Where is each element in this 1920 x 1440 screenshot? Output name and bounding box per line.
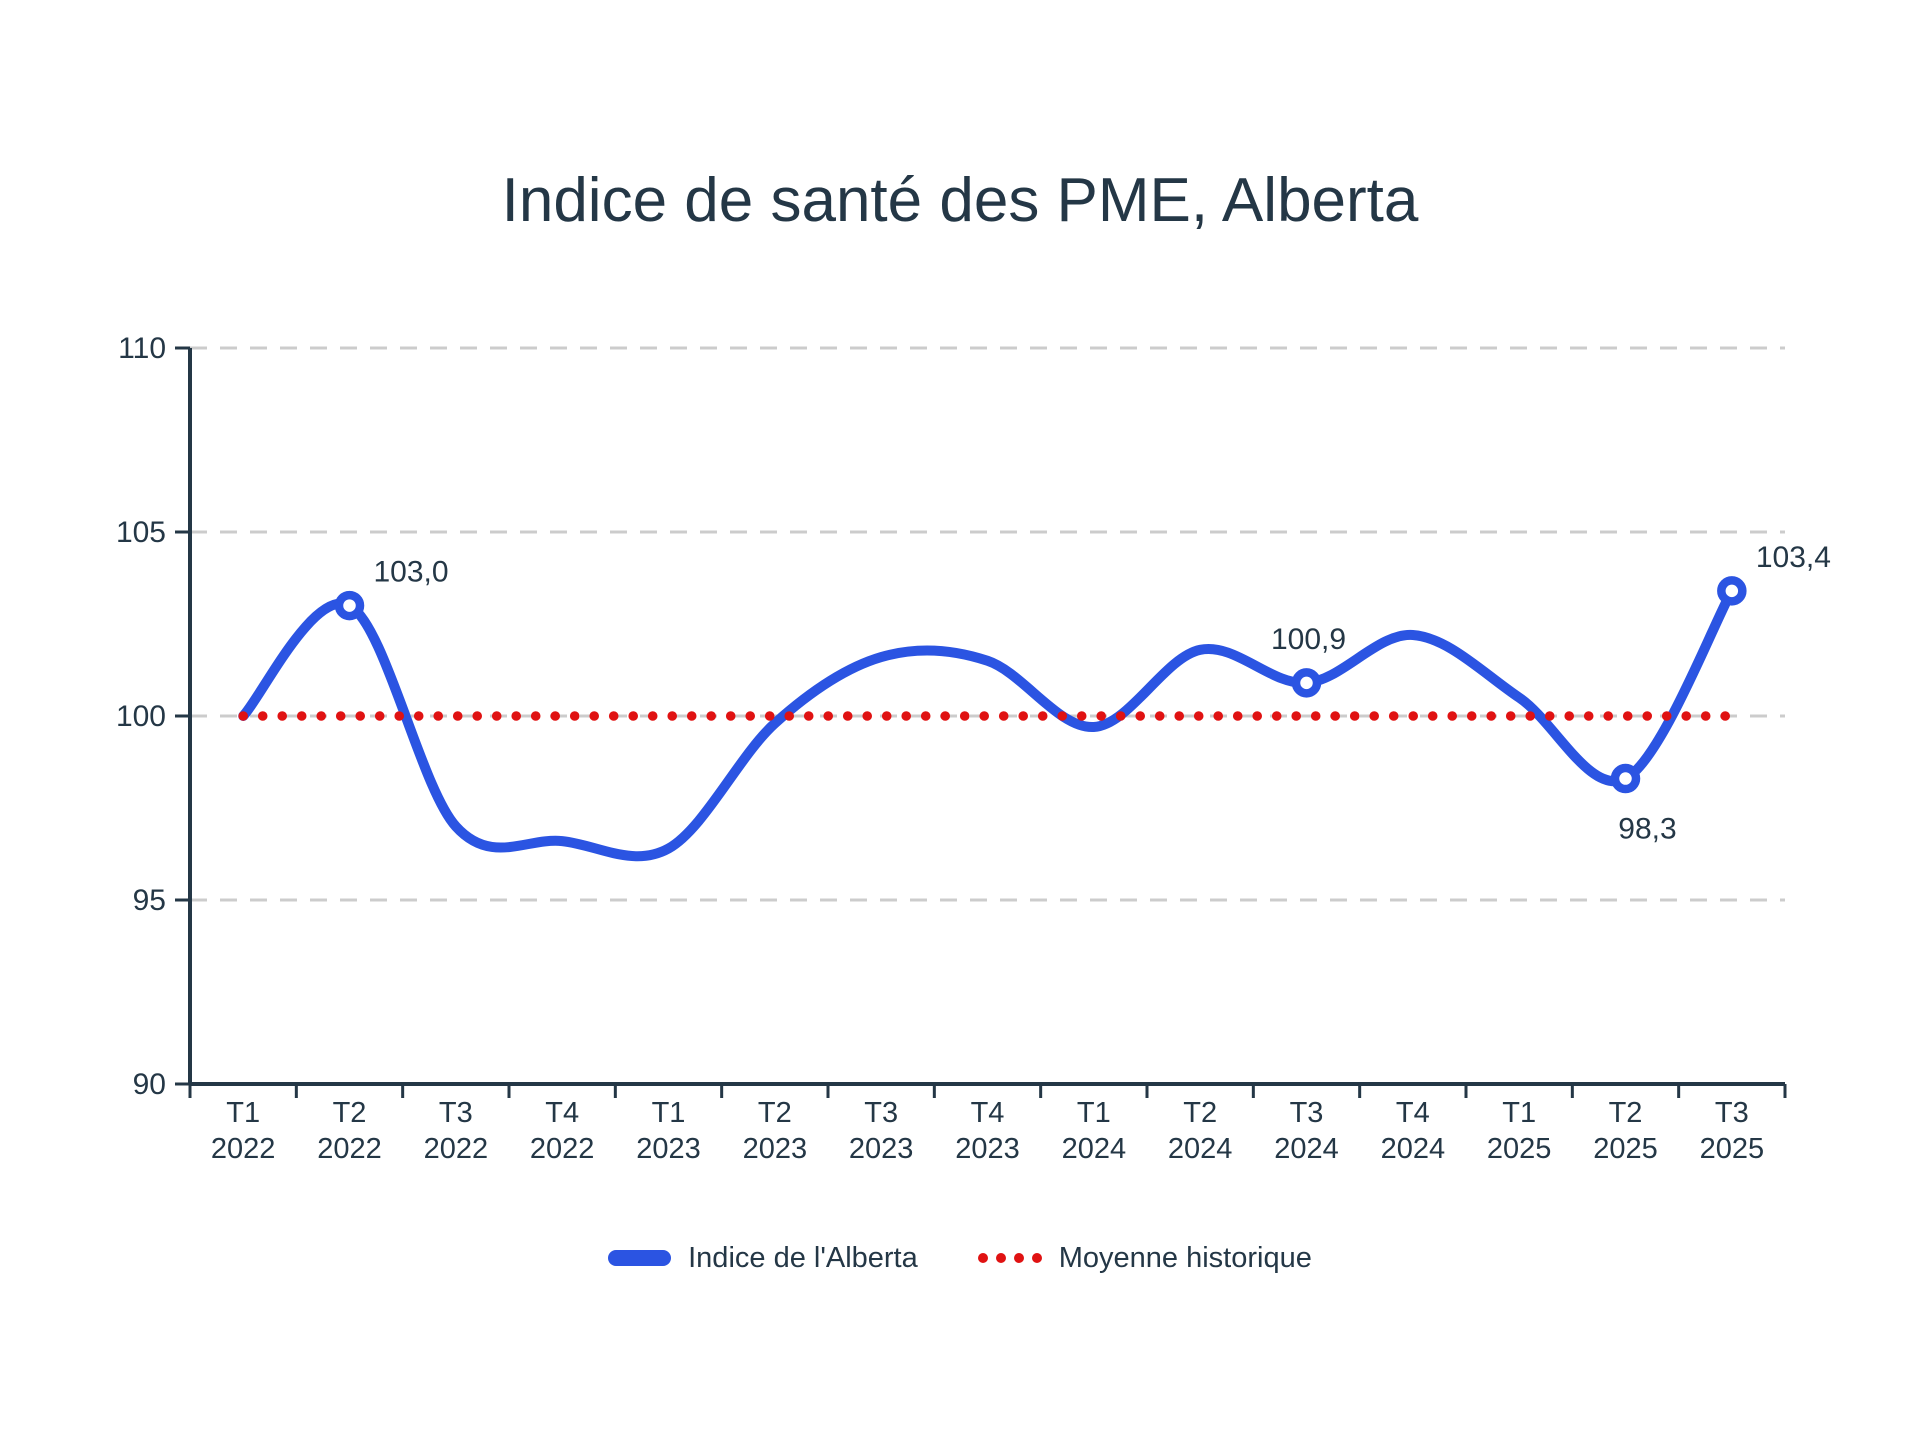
red-dots-swatch xyxy=(977,1253,1042,1263)
blue-line-swatch xyxy=(608,1250,672,1266)
y-tick-label: 105 xyxy=(116,516,166,549)
legend: Indice de l'Alberta Moyenne historique xyxy=(0,1236,1920,1280)
line-chart-plot-area: 90 95 100 105 110 T1 2022 T2 2022 T3 2022 T4 2022 T1 2… xyxy=(116,332,1831,1165)
x-tick-label: T3 2023 xyxy=(849,1097,914,1165)
x-tick-label: T3 2022 xyxy=(424,1097,489,1165)
data-point-marker xyxy=(1291,668,1322,698)
data-label: 103,0 xyxy=(374,556,449,589)
data-point-marker xyxy=(334,590,365,621)
data-label: 98,3 xyxy=(1618,813,1676,846)
x-tick-label: T4 2022 xyxy=(530,1097,595,1165)
alberta-index-line xyxy=(238,585,1737,862)
data-label: 100,9 xyxy=(1271,623,1346,656)
x-tick-label: T2 2022 xyxy=(317,1097,382,1165)
x-tick-label: T1 2023 xyxy=(636,1097,701,1165)
x-tick-label: T1 2022 xyxy=(211,1097,276,1165)
x-tick-label: T4 2024 xyxy=(1381,1097,1446,1165)
y-tick-label: 100 xyxy=(116,700,166,733)
x-tick-label: T2 2023 xyxy=(743,1097,808,1165)
legend-label-alberta-index: Indice de l'Alberta xyxy=(688,1241,918,1274)
x-tick-label: T2 2025 xyxy=(1593,1097,1658,1165)
x-tick-label: T3 2024 xyxy=(1274,1097,1339,1165)
x-tick-label: T4 2023 xyxy=(955,1097,1020,1165)
y-tick-label: 110 xyxy=(118,332,166,365)
legend-item-historical-average: Moyenne historique xyxy=(977,1241,1312,1275)
data-point-marker xyxy=(1610,763,1641,794)
x-tick-label: T2 2024 xyxy=(1168,1097,1233,1165)
chart-title: Indice de santé des PME, Alberta xyxy=(501,166,1419,235)
data-label: 103,4 xyxy=(1756,541,1831,574)
x-tick-label: T3 2025 xyxy=(1700,1097,1765,1165)
y-tick-label: 90 xyxy=(133,1068,166,1101)
legend-item-alberta-index: Indice de l'Alberta xyxy=(608,1242,918,1275)
data-point-marker xyxy=(1717,576,1747,606)
x-tick-label: T1 2025 xyxy=(1487,1097,1552,1165)
legend-label-historical-average: Moyenne historique xyxy=(1058,1241,1312,1274)
y-tick-label: 95 xyxy=(133,884,166,917)
x-tick-label: T1 2024 xyxy=(1062,1097,1127,1165)
